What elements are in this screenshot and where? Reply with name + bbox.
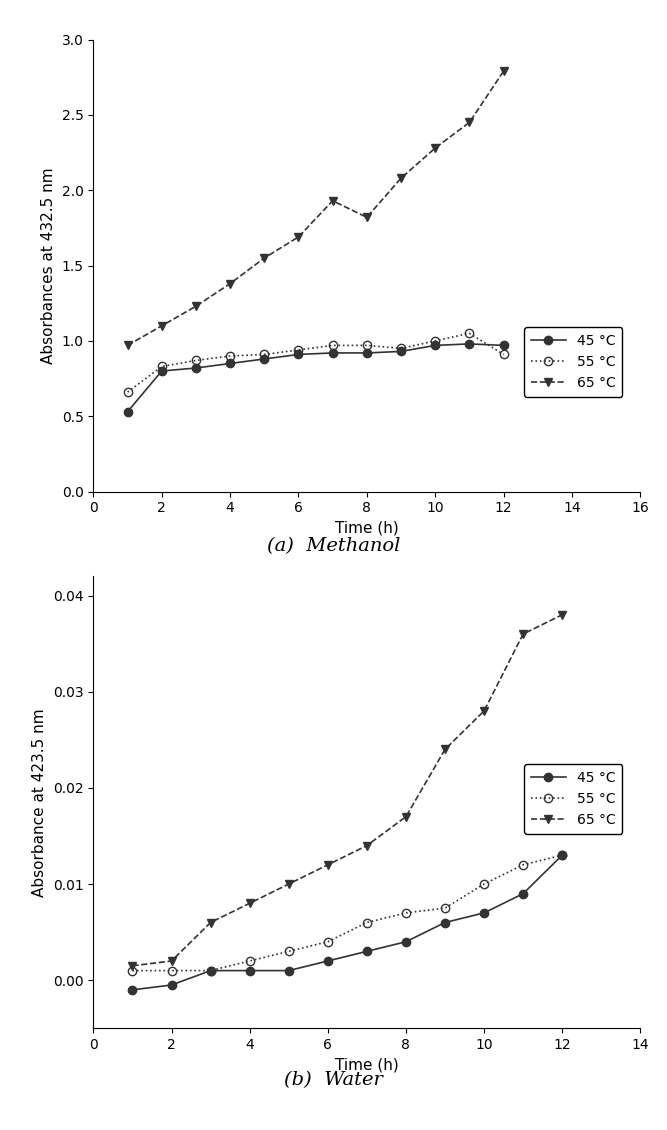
45 °C [519, 887, 527, 901]
45 °C [226, 357, 234, 371]
Line: 65 °C: 65 °C [128, 610, 566, 970]
55 °C [207, 964, 215, 977]
65 °C [207, 915, 215, 929]
X-axis label: Time (h): Time (h) [335, 1058, 399, 1072]
55 °C [192, 354, 200, 367]
55 °C [157, 359, 165, 373]
45 °C [480, 906, 488, 920]
55 °C [260, 348, 268, 362]
55 °C [129, 964, 137, 977]
Text: (b)  Water: (b) Water [284, 1071, 383, 1089]
Y-axis label: Absorbance at 423.5 nm: Absorbance at 423.5 nm [33, 709, 47, 896]
45 °C [323, 954, 331, 967]
45 °C [363, 945, 371, 958]
45 °C [245, 964, 253, 977]
65 °C [260, 251, 268, 264]
45 °C [285, 964, 293, 977]
45 °C [294, 348, 302, 362]
45 °C [441, 915, 449, 929]
65 °C [441, 742, 449, 756]
Line: 55 °C: 55 °C [123, 329, 508, 397]
65 °C [167, 954, 175, 967]
55 °C [323, 935, 331, 948]
Line: 65 °C: 65 °C [123, 67, 508, 349]
55 °C [441, 902, 449, 915]
55 °C [123, 385, 131, 399]
55 °C [285, 945, 293, 958]
55 °C [500, 348, 508, 362]
55 °C [363, 915, 371, 929]
45 °C [329, 346, 337, 359]
45 °C [466, 337, 474, 350]
45 °C [363, 346, 371, 359]
65 °C [466, 115, 474, 129]
65 °C [129, 959, 137, 973]
65 °C [363, 838, 371, 852]
45 °C [431, 339, 439, 353]
45 °C [192, 362, 200, 375]
65 °C [329, 194, 337, 208]
55 °C [167, 964, 175, 977]
Legend: 45 °C, 55 °C, 65 °C: 45 °C, 55 °C, 65 °C [524, 764, 622, 834]
55 °C [519, 858, 527, 871]
55 °C [397, 341, 405, 355]
Line: 45 °C: 45 °C [123, 340, 508, 416]
Text: (a)  Methanol: (a) Methanol [267, 537, 400, 555]
45 °C [123, 405, 131, 418]
55 °C [431, 334, 439, 348]
65 °C [192, 299, 200, 313]
65 °C [397, 172, 405, 185]
65 °C [519, 627, 527, 641]
65 °C [285, 877, 293, 890]
45 °C [397, 345, 405, 358]
Line: 45 °C: 45 °C [128, 851, 566, 994]
55 °C [245, 954, 253, 967]
45 °C [129, 983, 137, 997]
Legend: 45 °C, 55 °C, 65 °C: 45 °C, 55 °C, 65 °C [524, 327, 622, 397]
55 °C [226, 349, 234, 363]
65 °C [294, 231, 302, 244]
65 °C [323, 858, 331, 871]
45 °C [260, 353, 268, 366]
55 °C [466, 327, 474, 340]
65 °C [363, 210, 371, 224]
45 °C [402, 935, 410, 948]
55 °C [294, 344, 302, 357]
55 °C [402, 906, 410, 920]
45 °C [157, 364, 165, 377]
45 °C [207, 964, 215, 977]
Y-axis label: Absorbances at 432.5 nm: Absorbances at 432.5 nm [41, 167, 56, 364]
55 °C [558, 849, 566, 862]
55 °C [329, 339, 337, 353]
65 °C [226, 277, 234, 290]
65 °C [402, 810, 410, 824]
65 °C [480, 704, 488, 718]
55 °C [480, 877, 488, 890]
45 °C [500, 339, 508, 353]
65 °C [500, 64, 508, 78]
65 °C [245, 896, 253, 910]
45 °C [167, 979, 175, 992]
65 °C [123, 339, 131, 353]
X-axis label: Time (h): Time (h) [335, 521, 399, 536]
65 °C [157, 319, 165, 332]
65 °C [558, 608, 566, 622]
Line: 55 °C: 55 °C [128, 851, 566, 975]
65 °C [431, 141, 439, 155]
45 °C [558, 849, 566, 862]
55 °C [363, 339, 371, 353]
